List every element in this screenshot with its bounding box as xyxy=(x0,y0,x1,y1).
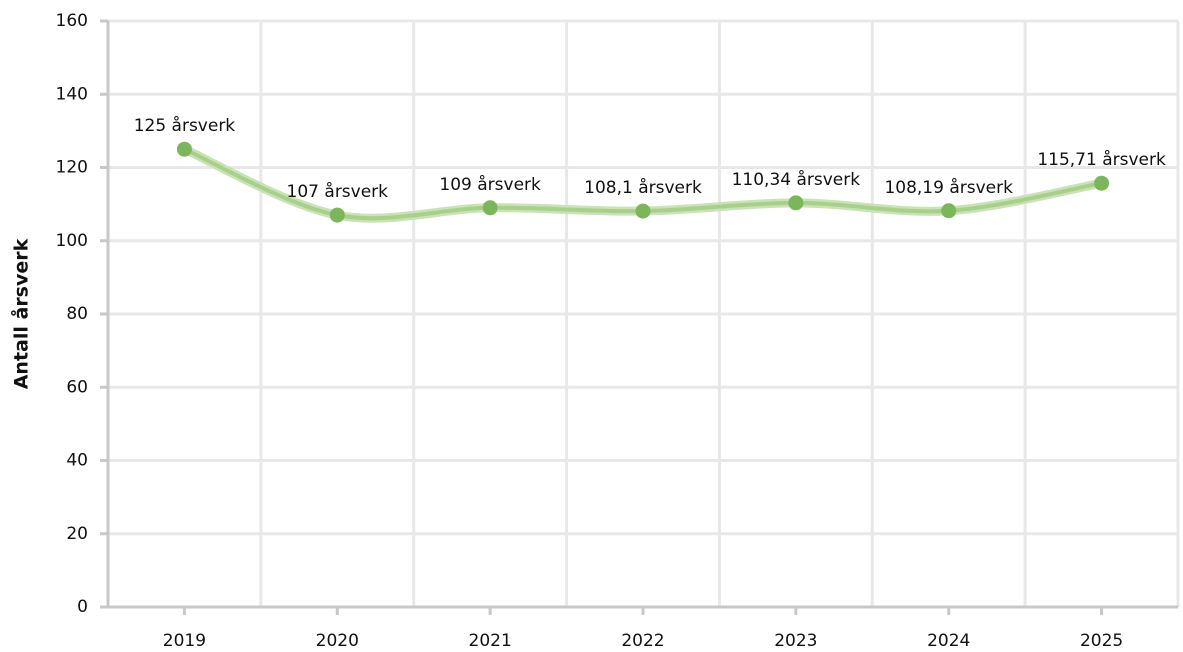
data-label: 108,19 årsverk xyxy=(884,177,1013,198)
x-tick-label: 2020 xyxy=(316,631,359,651)
point xyxy=(329,207,345,223)
y-tick-label: 100 xyxy=(56,231,88,251)
y-tick-label: 160 xyxy=(56,11,88,31)
data-label: 110,34 årsverk xyxy=(732,169,861,190)
x-tick-label: 2024 xyxy=(927,631,970,651)
x-tick-label: 2023 xyxy=(774,631,817,651)
data-label: 107 årsverk xyxy=(287,181,389,202)
y-tick-label: 120 xyxy=(56,158,88,178)
point xyxy=(482,200,498,216)
y-tick-label: 20 xyxy=(66,524,88,544)
x-tick-label: 2019 xyxy=(163,631,206,651)
point xyxy=(1094,175,1110,191)
x-tick-label: 2022 xyxy=(621,631,664,651)
y-tick-label: 140 xyxy=(56,84,88,104)
point xyxy=(176,141,192,157)
data-label: 108,1 årsverk xyxy=(584,177,702,198)
data-label: 115,71 årsverk xyxy=(1037,149,1166,170)
y-axis-label: Antall årsverk xyxy=(9,238,33,389)
y-tick-label: 0 xyxy=(77,597,88,617)
x-tick-label: 2025 xyxy=(1080,631,1123,651)
point xyxy=(635,203,651,219)
data-label: 109 årsverk xyxy=(439,174,541,195)
y-tick-label: 60 xyxy=(66,377,88,397)
point xyxy=(941,203,957,219)
x-tick-label: 2021 xyxy=(469,631,512,651)
y-tick-label: 80 xyxy=(66,304,88,324)
point xyxy=(788,195,804,211)
y-tick-label: 40 xyxy=(66,451,88,471)
data-label: 125 årsverk xyxy=(134,115,236,136)
